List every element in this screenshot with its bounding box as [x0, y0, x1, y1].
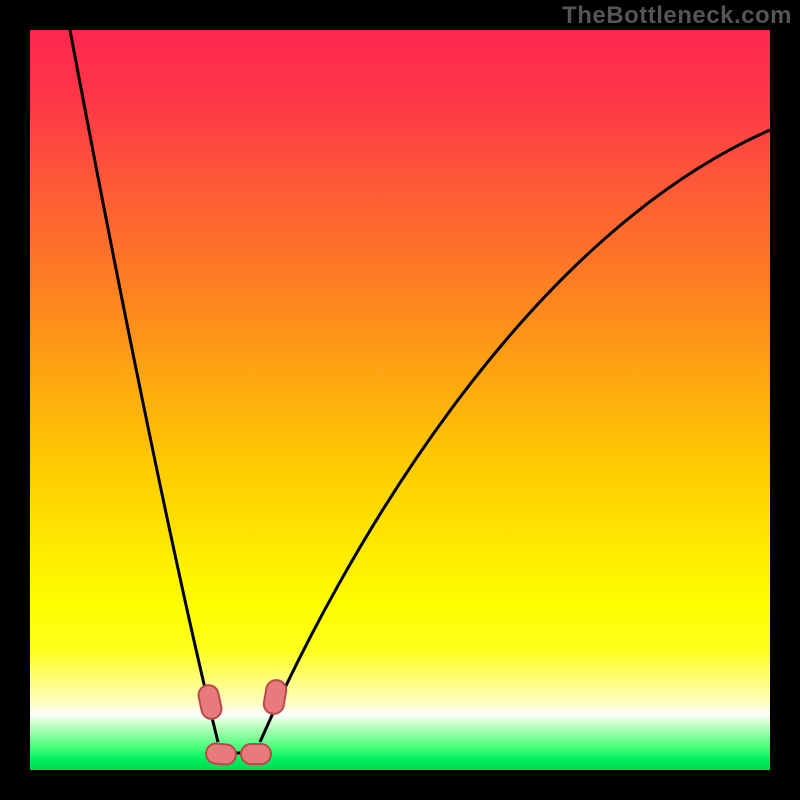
marker-pill	[205, 743, 237, 766]
watermark-label: TheBottleneck.com	[562, 2, 792, 30]
marker-group	[197, 679, 288, 766]
right-curve	[260, 130, 770, 742]
plot-area	[30, 30, 770, 770]
marker-pill	[262, 679, 288, 716]
marker-pill	[241, 744, 271, 764]
curve-layer	[0, 0, 800, 800]
marker-pill	[197, 683, 224, 720]
left-curve	[70, 30, 218, 742]
chart-container: TheBottleneck.com	[0, 0, 800, 800]
